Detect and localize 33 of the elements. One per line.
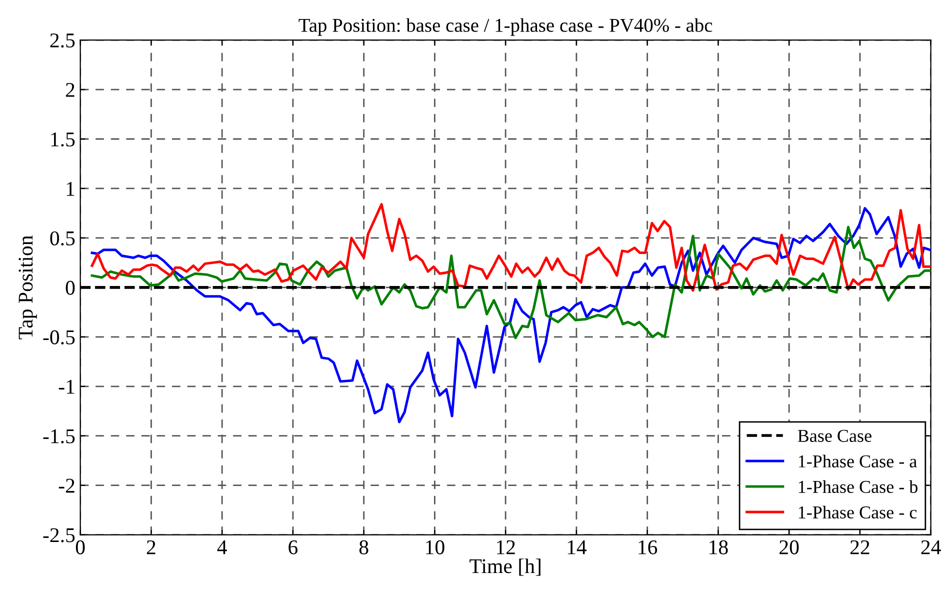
x-tick-label: 6 [288,540,298,554]
y-tick-label: 1.5 [51,132,75,147]
x-tick-label: 14 [568,540,587,554]
y-tick-label: 1 [66,182,74,196]
legend-label: 1-Phase Case - b [798,480,918,493]
x-tick-label: 16 [638,540,658,554]
x-tick-label: 18 [710,540,728,554]
x-tick-label: 20 [780,540,799,554]
x-tick-label: 2 [146,540,156,554]
line-series [90,207,931,424]
legend-label: 1-Phase Case - a [798,454,917,468]
x-tick-label: 10 [426,540,444,554]
y-tick-label: 0.5 [50,231,75,246]
x-tick-label: 8 [359,540,368,554]
y-tick-label: -1.5 [43,429,75,444]
y-tick-label: 0 [66,280,75,295]
x-tick-label: 4 [217,540,227,554]
chart-title: Tap Position: base case / 1-phase case - PV40% - abc [298,18,712,36]
x-tick-label: 24 [921,540,941,554]
legend-label: 1-Phase Case - c [798,506,917,519]
x-tick-label: 12 [496,540,515,554]
y-tick-label: -1 [58,380,74,394]
y-tick-label: 2 [66,82,74,97]
y-tick-label: 2.5 [50,33,75,48]
y-tick-label: -0.5 [43,330,75,344]
line-series [90,203,931,292]
y-axis-title: Tap Position [18,236,37,340]
legend-label: Base Case [798,430,872,442]
x-tick-label: 22 [850,540,870,554]
x-tick-label: 0 [76,540,85,554]
y-tick-label: -2.5 [43,528,75,542]
y-tick-label: -2 [58,478,74,493]
x-axis-title: Time [h] [470,558,540,576]
